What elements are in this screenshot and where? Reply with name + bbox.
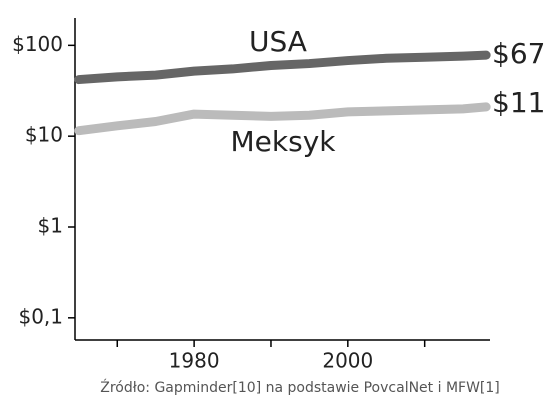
- line-series: [74, 50, 491, 85]
- y-tick-label: $0,1: [18, 304, 63, 328]
- series-label: USA: [249, 25, 307, 58]
- end-label: $67: [492, 37, 545, 70]
- series-label: Meksyk: [231, 125, 337, 158]
- source: Źródło: Gapminder[10] na podstawie Povca…: [100, 378, 500, 396]
- x-tick-label: 1980: [169, 349, 220, 373]
- x-tick-label: 2000: [322, 349, 373, 373]
- line-series: [74, 102, 491, 136]
- y-tick-label: $10: [25, 123, 63, 147]
- end-label: $11: [492, 86, 545, 119]
- y-tick-label: $100: [12, 32, 63, 56]
- y-tick-label: $1: [38, 213, 63, 237]
